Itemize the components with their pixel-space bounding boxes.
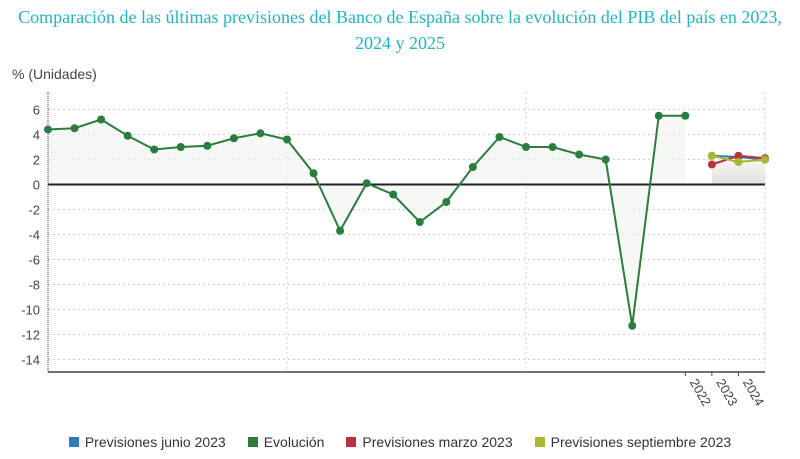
legend-item[interactable]: Previsiones junio 2023 [68, 434, 226, 450]
data-point [97, 115, 106, 124]
legend-swatch [68, 437, 79, 447]
data-point [495, 133, 504, 141]
legend-label: Previsiones marzo 2023 [362, 434, 513, 450]
y-tick-label: -2 [28, 203, 40, 218]
data-point [548, 143, 557, 151]
legend: Previsiones junio 2023 Evolución Prevision… [0, 434, 800, 450]
data-point [707, 151, 716, 160]
data-point [309, 169, 318, 178]
data-point [150, 145, 159, 154]
legend-swatch [247, 437, 258, 447]
chart-title: Comparación de las últimas previsiones d… [18, 7, 782, 53]
x-tick-label: 2022 [687, 376, 714, 409]
y-tick-label: 0 [33, 178, 40, 193]
y-axis-label: % (Unidades) [12, 66, 97, 82]
data-point [601, 155, 610, 164]
legend-item[interactable]: Previsiones marzo 2023 [346, 434, 513, 450]
legend-swatch [534, 437, 545, 447]
legend-label: Evolución [263, 434, 325, 450]
data-point [336, 226, 345, 235]
y-tick-label: -8 [28, 278, 40, 293]
data-point [575, 150, 584, 159]
data-point [229, 134, 238, 143]
data-point [256, 129, 265, 138]
data-point [44, 125, 52, 134]
legend-swatch [346, 437, 357, 447]
x-tick-label: 2023 [713, 376, 740, 409]
y-tick-label: -10 [21, 303, 40, 318]
data-point [123, 131, 132, 140]
y-tick-label: 4 [33, 128, 40, 143]
y-tick-label: -12 [21, 328, 40, 343]
y-tick-label: 6 [33, 103, 40, 118]
legend-item[interactable]: Previsiones septiembre 2023 [534, 434, 732, 450]
legend-label: Previsiones junio 2023 [84, 434, 226, 450]
data-point [468, 163, 477, 171]
data-point [681, 111, 690, 120]
data-point [442, 198, 451, 206]
data-point [203, 141, 212, 150]
data-point [283, 135, 291, 144]
data-point [734, 151, 743, 160]
forecast-area [711, 157, 765, 185]
x-tick-label: 2024 [740, 376, 767, 409]
data-point [362, 179, 371, 188]
y-tick-label: -6 [28, 253, 40, 268]
data-point [654, 111, 663, 120]
data-point [628, 321, 637, 330]
data-point [522, 143, 530, 151]
y-tick-label: 2 [33, 153, 40, 168]
legend-item[interactable]: Evolución [247, 434, 325, 450]
y-tick-label: -4 [28, 228, 40, 243]
data-point [761, 155, 769, 164]
data-point [70, 124, 79, 133]
legend-label: Previsiones septiembre 2023 [550, 434, 732, 450]
data-point [415, 218, 424, 226]
y-tick-label: -14 [21, 353, 40, 368]
evolucion-area [48, 115, 686, 326]
data-point [707, 160, 716, 169]
data-point [389, 190, 398, 199]
data-point [734, 158, 743, 166]
data-point [176, 143, 185, 151]
